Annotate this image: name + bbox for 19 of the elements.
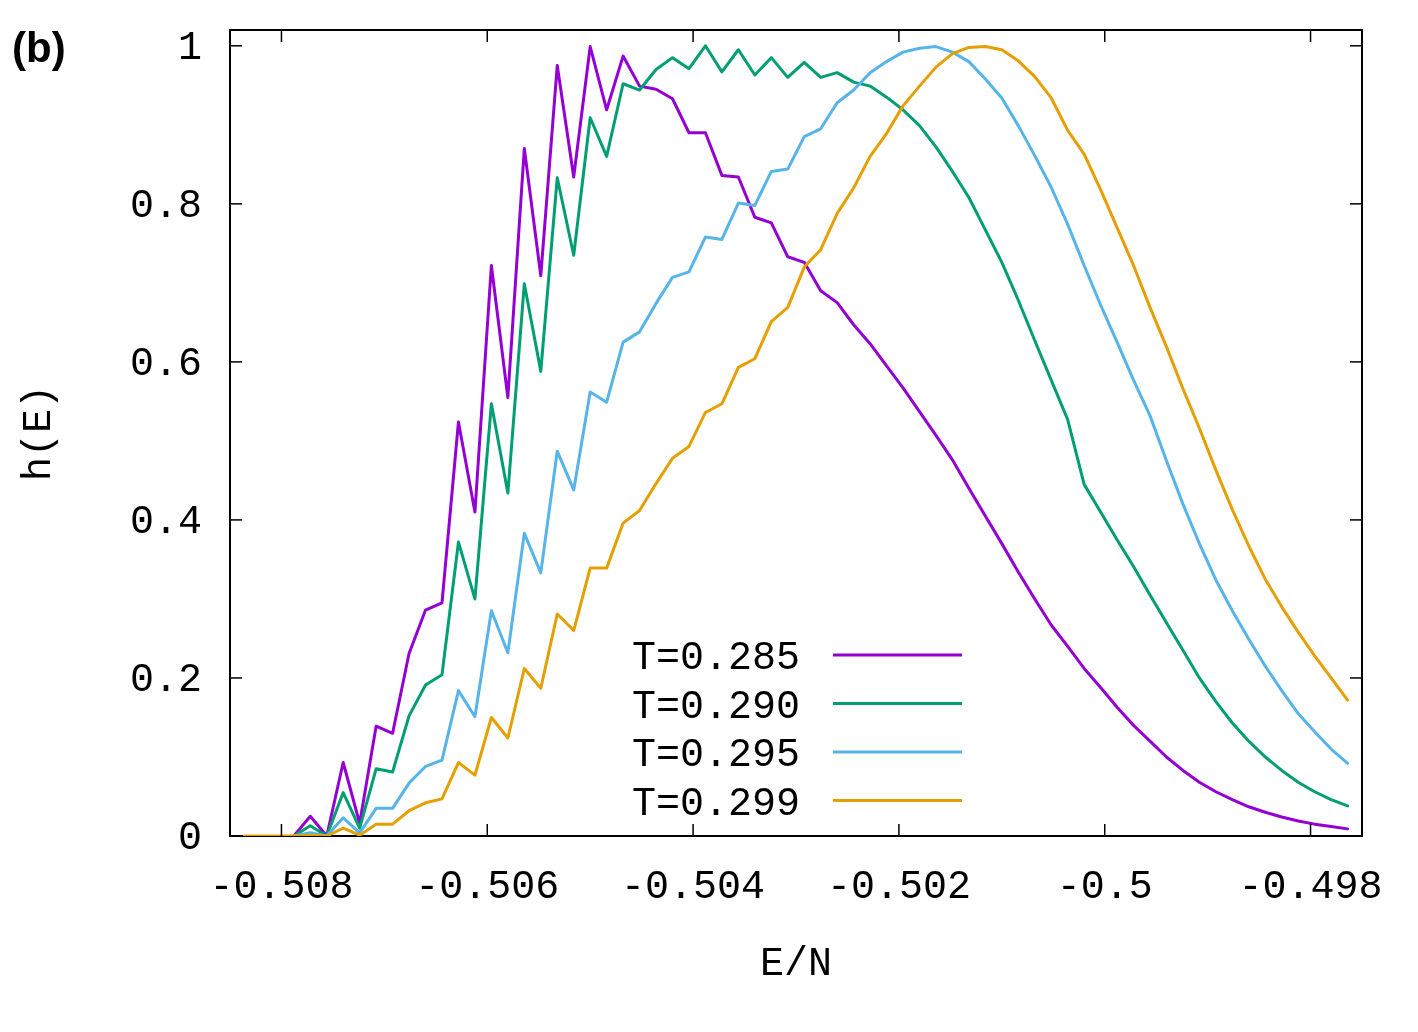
x-tick-label: -0.502 [826, 865, 971, 910]
x-tick-label: -0.508 [209, 865, 354, 910]
y-tick-label: 1 [177, 25, 202, 71]
legend-label: T=0.290 [631, 684, 800, 730]
legend-label: T=0.299 [631, 781, 800, 827]
y-tick-label: 0.8 [129, 183, 202, 229]
legend-label: T=0.285 [631, 636, 800, 681]
legend-label: T=0.295 [631, 733, 800, 778]
y-axis-title: h(E) [17, 384, 62, 482]
x-tick-label: -0.498 [1238, 865, 1383, 910]
y-tick-label: 0 [177, 816, 202, 861]
y-tick-label: 0.6 [129, 341, 202, 387]
y-tick-label: 0.4 [129, 499, 202, 545]
x-tick-label: -0.506 [415, 865, 560, 910]
x-tick-label: -0.504 [621, 865, 766, 910]
x-axis-title: E/N [759, 942, 833, 987]
x-tick-label: -0.5 [1056, 865, 1153, 910]
y-tick-label: 0.2 [129, 657, 202, 703]
chart-title: (b) [12, 24, 66, 71]
